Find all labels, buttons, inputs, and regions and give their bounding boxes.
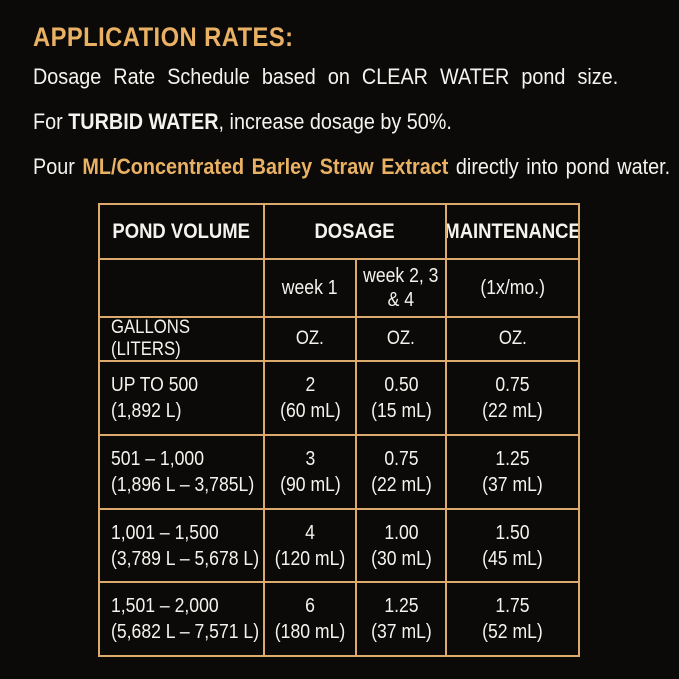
units-week234: OZ. — [357, 318, 445, 360]
cell-volume: 1,001 – 1,500 (3,789 L – 5,678 L) — [100, 510, 263, 581]
cell-week1-dose: 6 (180 mL) — [265, 583, 355, 655]
cell-maintenance-dose: 1.25 (37 mL) — [447, 436, 578, 508]
cell-week234-dose: 0.50 (15 mL) — [357, 362, 445, 434]
cell-week234-dose: 0.75 (22 mL) — [357, 436, 445, 508]
header-maintenance: MAINTENANCE — [447, 205, 578, 258]
cell-volume: UP TO 500 (1,892 L) — [100, 362, 263, 434]
subheader-week234: week 2, 3 & 4 — [357, 260, 445, 316]
cell-week1-dose: 2 (60 mL) — [265, 362, 355, 434]
subheader-maintenance-frequency: (1x/mo.) — [447, 260, 578, 316]
cell-maintenance-dose: 1.50 (45 mL) — [447, 510, 578, 581]
application-rates-title: APPLICATION RATES: — [33, 22, 294, 52]
cell-volume: 1,501 – 2,000 (5,682 L – 7,571 L) — [100, 583, 263, 655]
cell-week1-dose: 4 (120 mL) — [265, 510, 355, 581]
header-pond-volume: POND VOLUME — [100, 205, 263, 258]
dosage-rate-line: Dosage Rate Schedule based on CLEAR WATE… — [33, 64, 619, 89]
units-volume-label: GALLONS (LITERS) — [100, 318, 263, 360]
cell-maintenance-dose: 1.75 (52 mL) — [447, 583, 578, 655]
units-week1: OZ. — [265, 318, 355, 360]
cell-week234-dose: 1.00 (30 mL) — [357, 510, 445, 581]
subheader-week1: week 1 — [265, 260, 355, 316]
subheader-empty — [100, 260, 263, 316]
turbid-water-line: For TURBID WATER, increase dosage by 50%… — [33, 108, 452, 136]
pour-instruction-line: Pour ML/Concentrated Barley Straw Extrac… — [33, 153, 670, 181]
turbid-water-emphasis: TURBID WATER — [68, 109, 219, 134]
pour-line-suffix: directly into pond water. — [455, 154, 671, 179]
cell-week1-dose: 3 (90 mL) — [265, 436, 355, 508]
pour-line-prefix: Pour — [33, 154, 75, 179]
units-maintenance: OZ. — [447, 318, 578, 360]
cell-volume: 501 – 1,000 (1,896 L – 3,785L) — [100, 436, 263, 508]
dosage-rate-table: POND VOLUME DOSAGE MAINTENANCE week 1 we… — [98, 203, 580, 657]
product-name-emphasis: ML/Concentrated Barley Straw Extract — [82, 154, 449, 179]
header-dosage: DOSAGE — [265, 205, 445, 258]
cell-maintenance-dose: 0.75 (22 mL) — [447, 362, 578, 434]
cell-week234-dose: 1.25 (37 mL) — [357, 583, 445, 655]
turbid-line-suffix: , increase dosage by 50%. — [218, 109, 452, 134]
turbid-line-prefix: For — [33, 109, 63, 134]
